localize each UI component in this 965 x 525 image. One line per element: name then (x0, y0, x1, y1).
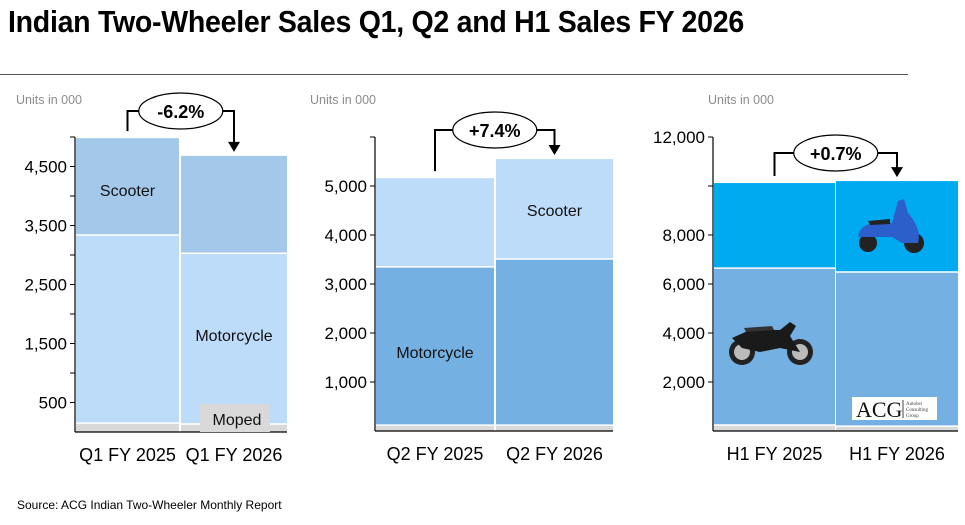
bar-segment-moped (76, 423, 179, 432)
y-tick-label: 4,000 (324, 226, 367, 245)
category-label: Q1 FY 2026 (186, 445, 283, 465)
y-tick-label: 500 (39, 394, 67, 413)
chart-1: Units in 000 Q1 FY 2025 Q1 FY 2026 500 1,500… (16, 92, 287, 465)
body (732, 322, 800, 352)
wheel (859, 234, 877, 252)
scooter-icon (858, 199, 924, 253)
y-tick-label: 4,500 (24, 158, 67, 177)
y-tick-label: 12,000 (653, 128, 705, 147)
seat (744, 326, 774, 332)
unit-label: Units in 000 (310, 93, 376, 107)
series-label: Moped (213, 412, 262, 429)
category-label: Q2 FY 2025 (387, 444, 484, 464)
bar-segment-motorcycle (376, 266, 494, 426)
bar-segment-motorcycle (76, 234, 179, 424)
change-badge (452, 111, 538, 149)
series-label: Scooter (527, 203, 583, 220)
bar-segment-motorcycle (181, 253, 287, 425)
moped-label-box (200, 404, 270, 432)
category-label: H1 FY 2026 (849, 444, 945, 464)
y-tick-label: 3,000 (324, 275, 367, 294)
bar-segment-motorcycle (496, 259, 613, 426)
bar-segment-scooter (181, 155, 287, 254)
y-tick-label: 2,500 (24, 276, 67, 295)
unit-label: Units in 000 (708, 93, 774, 107)
category-label: Q1 FY 2025 (79, 445, 176, 465)
bar-segment-scooter (376, 178, 494, 267)
title-divider (0, 74, 908, 75)
arrow-head-icon (891, 167, 903, 178)
body (858, 199, 919, 243)
y-tick-label: 3,500 (24, 217, 67, 236)
bar-segment-moped (376, 425, 494, 431)
bar-segment-scooter (76, 138, 179, 235)
motorcycle-icon (729, 322, 813, 365)
y-tick-label: 1,500 (24, 335, 67, 354)
y-tick-label: 4,000 (662, 324, 705, 343)
page-title: Indian Two-Wheeler Sales Q1, Q2 and H1 S… (8, 4, 744, 39)
y-tick-label: 2,000 (324, 324, 367, 343)
y-tick-label: 5,000 (324, 177, 367, 196)
bar-segment-moped (496, 425, 613, 431)
logo-subtext: Group (906, 414, 919, 419)
change-badge (138, 92, 224, 130)
change-badge (793, 134, 879, 172)
y-tick-label: 2,000 (662, 373, 705, 392)
bar-segment-scooter (714, 183, 835, 269)
change-label: +0.7% (810, 144, 862, 164)
series-label: Motorcycle (396, 345, 473, 362)
arrow-head-icon (548, 145, 561, 156)
logo-text: ACG (856, 397, 903, 422)
change-label: +7.4% (469, 121, 521, 141)
bar-segment-moped (714, 424, 835, 431)
arrow-head-icon (228, 141, 240, 152)
change-label: -6.2% (157, 102, 204, 122)
logo-box (852, 397, 937, 420)
chart-3: Units in 000 H1 FY 2025 H1 FY 2026 2,000 4,0… (653, 93, 958, 464)
logo-subtext: Consulting (906, 408, 928, 413)
unit-label: Units in 000 (16, 93, 82, 107)
bar-segment-moped (836, 426, 958, 431)
seat (868, 219, 890, 225)
chart-2: Units in 000 Q2 FY 2025 Q2 FY 2026 1,000 2,0… (310, 93, 613, 464)
y-tick-label: 8,000 (662, 226, 705, 245)
y-tick-label: 1,000 (324, 373, 367, 392)
logo-subtext: Autobei (906, 402, 923, 407)
source-note: Source: ACG Indian Two-Wheeler Monthly R… (17, 498, 282, 512)
category-label: H1 FY 2025 (727, 444, 823, 464)
series-label: Scooter (100, 183, 156, 200)
series-label: Motorcycle (195, 328, 272, 345)
category-label: Q2 FY 2026 (506, 444, 603, 464)
bar-segment-scooter (496, 159, 613, 260)
y-tick-label: 6,000 (662, 275, 705, 294)
